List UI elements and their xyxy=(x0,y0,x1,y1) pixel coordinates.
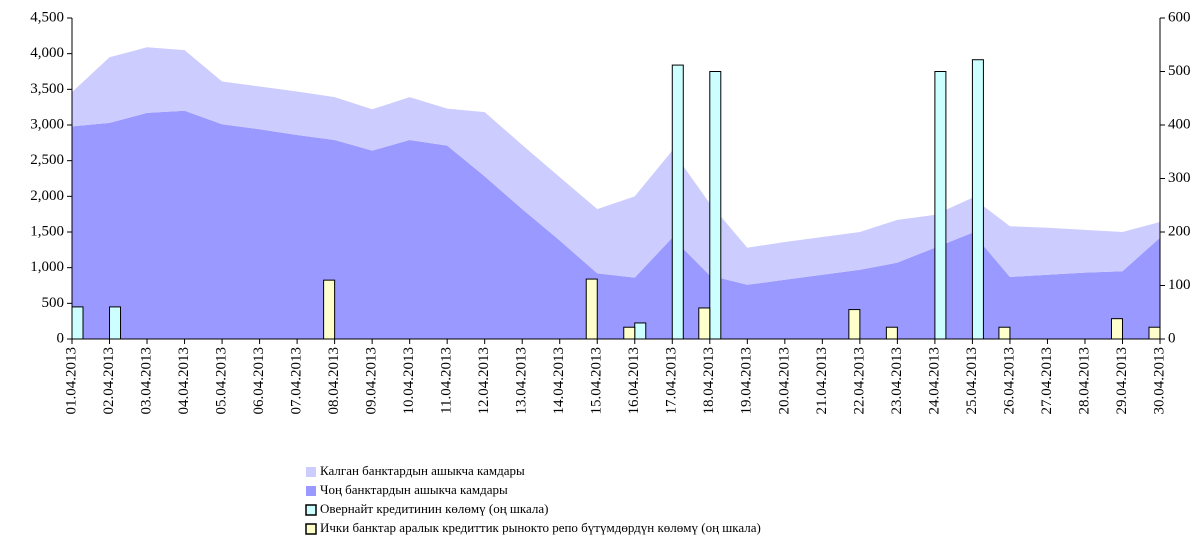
x-tick-label: 12.04.2013 xyxy=(476,347,492,415)
bar xyxy=(934,71,947,340)
bar xyxy=(623,326,636,340)
bar xyxy=(971,59,984,340)
y2-tick-label: 400 xyxy=(1168,116,1191,132)
legend-swatch xyxy=(306,486,316,496)
x-tick-label: 06.04.2013 xyxy=(251,347,267,415)
y2-tick-label: 600 xyxy=(1168,9,1191,25)
x-tick-label: 11.04.2013 xyxy=(439,347,455,414)
x-tick-label: 04.04.2013 xyxy=(176,347,192,415)
y-tick-label: 1,500 xyxy=(30,223,64,239)
legend-label: Овернайт кредитинин көлөмү (оң шкала) xyxy=(320,501,549,516)
x-tick-label: 07.04.2013 xyxy=(289,347,305,415)
y2-tick-label: 200 xyxy=(1168,223,1191,239)
x-tick-label: 10.04.2013 xyxy=(401,347,417,415)
legend-swatch xyxy=(306,467,316,477)
x-tick-label: 15.04.2013 xyxy=(589,347,605,415)
bar xyxy=(709,71,722,340)
x-tick-label: 03.04.2013 xyxy=(138,347,154,415)
x-tick-label: 23.04.2013 xyxy=(889,347,905,415)
bar xyxy=(1110,318,1123,340)
x-tick-label: 18.04.2013 xyxy=(701,347,717,415)
area xyxy=(72,110,1160,339)
y-tick-label: 3,000 xyxy=(30,116,64,132)
x-tick-label: 09.04.2013 xyxy=(364,347,380,415)
x-tick-label: 02.04.2013 xyxy=(101,347,117,415)
legend-label: Калган банктардын ашыкча камдары xyxy=(320,463,525,478)
x-tick-label: 14.04.2013 xyxy=(551,347,567,415)
legend-label: Чоң банктардын ашыкча камдары xyxy=(320,482,508,497)
x-tick-label: 08.04.2013 xyxy=(326,347,342,415)
x-tick-label: 24.04.2013 xyxy=(926,347,942,415)
y-tick-label: 3,500 xyxy=(30,81,64,97)
bar xyxy=(109,306,122,340)
bar xyxy=(323,279,336,340)
x-tick-label: 20.04.2013 xyxy=(776,347,792,415)
x-tick-label: 28.04.2013 xyxy=(1076,347,1092,415)
x-tick-label: 01.04.2013 xyxy=(63,347,79,415)
legend-swatch xyxy=(305,523,317,535)
x-tick-label: 29.04.2013 xyxy=(1114,347,1130,415)
legend-label: Ички банктар аралык кредиттик рынокто ре… xyxy=(320,520,761,535)
y-tick-label: 1,000 xyxy=(30,259,64,275)
bar xyxy=(698,307,711,340)
x-tick-label: 13.04.2013 xyxy=(514,347,530,415)
y2-tick-label: 500 xyxy=(1168,63,1191,79)
bar xyxy=(585,278,598,340)
x-tick-label: 16.04.2013 xyxy=(626,347,642,415)
bar xyxy=(998,326,1011,340)
bar xyxy=(885,326,898,340)
y-tick-label: 2,500 xyxy=(30,152,64,168)
x-tick-label: 30.04.2013 xyxy=(1151,347,1167,415)
x-tick-label: 05.04.2013 xyxy=(214,347,230,415)
bar xyxy=(848,309,861,340)
bar xyxy=(71,306,84,340)
x-tick-label: 19.04.2013 xyxy=(739,347,755,415)
y-tick-label: 4,000 xyxy=(30,45,64,61)
y2-tick-label: 300 xyxy=(1168,170,1191,186)
x-tick-label: 27.04.2013 xyxy=(1039,347,1055,415)
y-tick-label: 0 xyxy=(57,330,65,346)
x-tick-label: 17.04.2013 xyxy=(664,347,680,415)
y2-tick-label: 0 xyxy=(1168,330,1176,346)
legend-swatch xyxy=(305,504,317,516)
y-tick-label: 500 xyxy=(42,295,65,311)
x-tick-label: 25.04.2013 xyxy=(964,347,980,415)
y-tick-label: 2,000 xyxy=(30,188,64,204)
x-tick-label: 26.04.2013 xyxy=(1001,347,1017,415)
x-tick-label: 21.04.2013 xyxy=(814,347,830,415)
area xyxy=(72,47,1160,285)
y2-tick-label: 100 xyxy=(1168,277,1191,293)
x-tick-label: 22.04.2013 xyxy=(851,347,867,415)
bar xyxy=(671,64,684,340)
y-tick-label: 4,500 xyxy=(30,9,64,25)
bar xyxy=(1148,326,1161,340)
bar xyxy=(634,322,647,340)
